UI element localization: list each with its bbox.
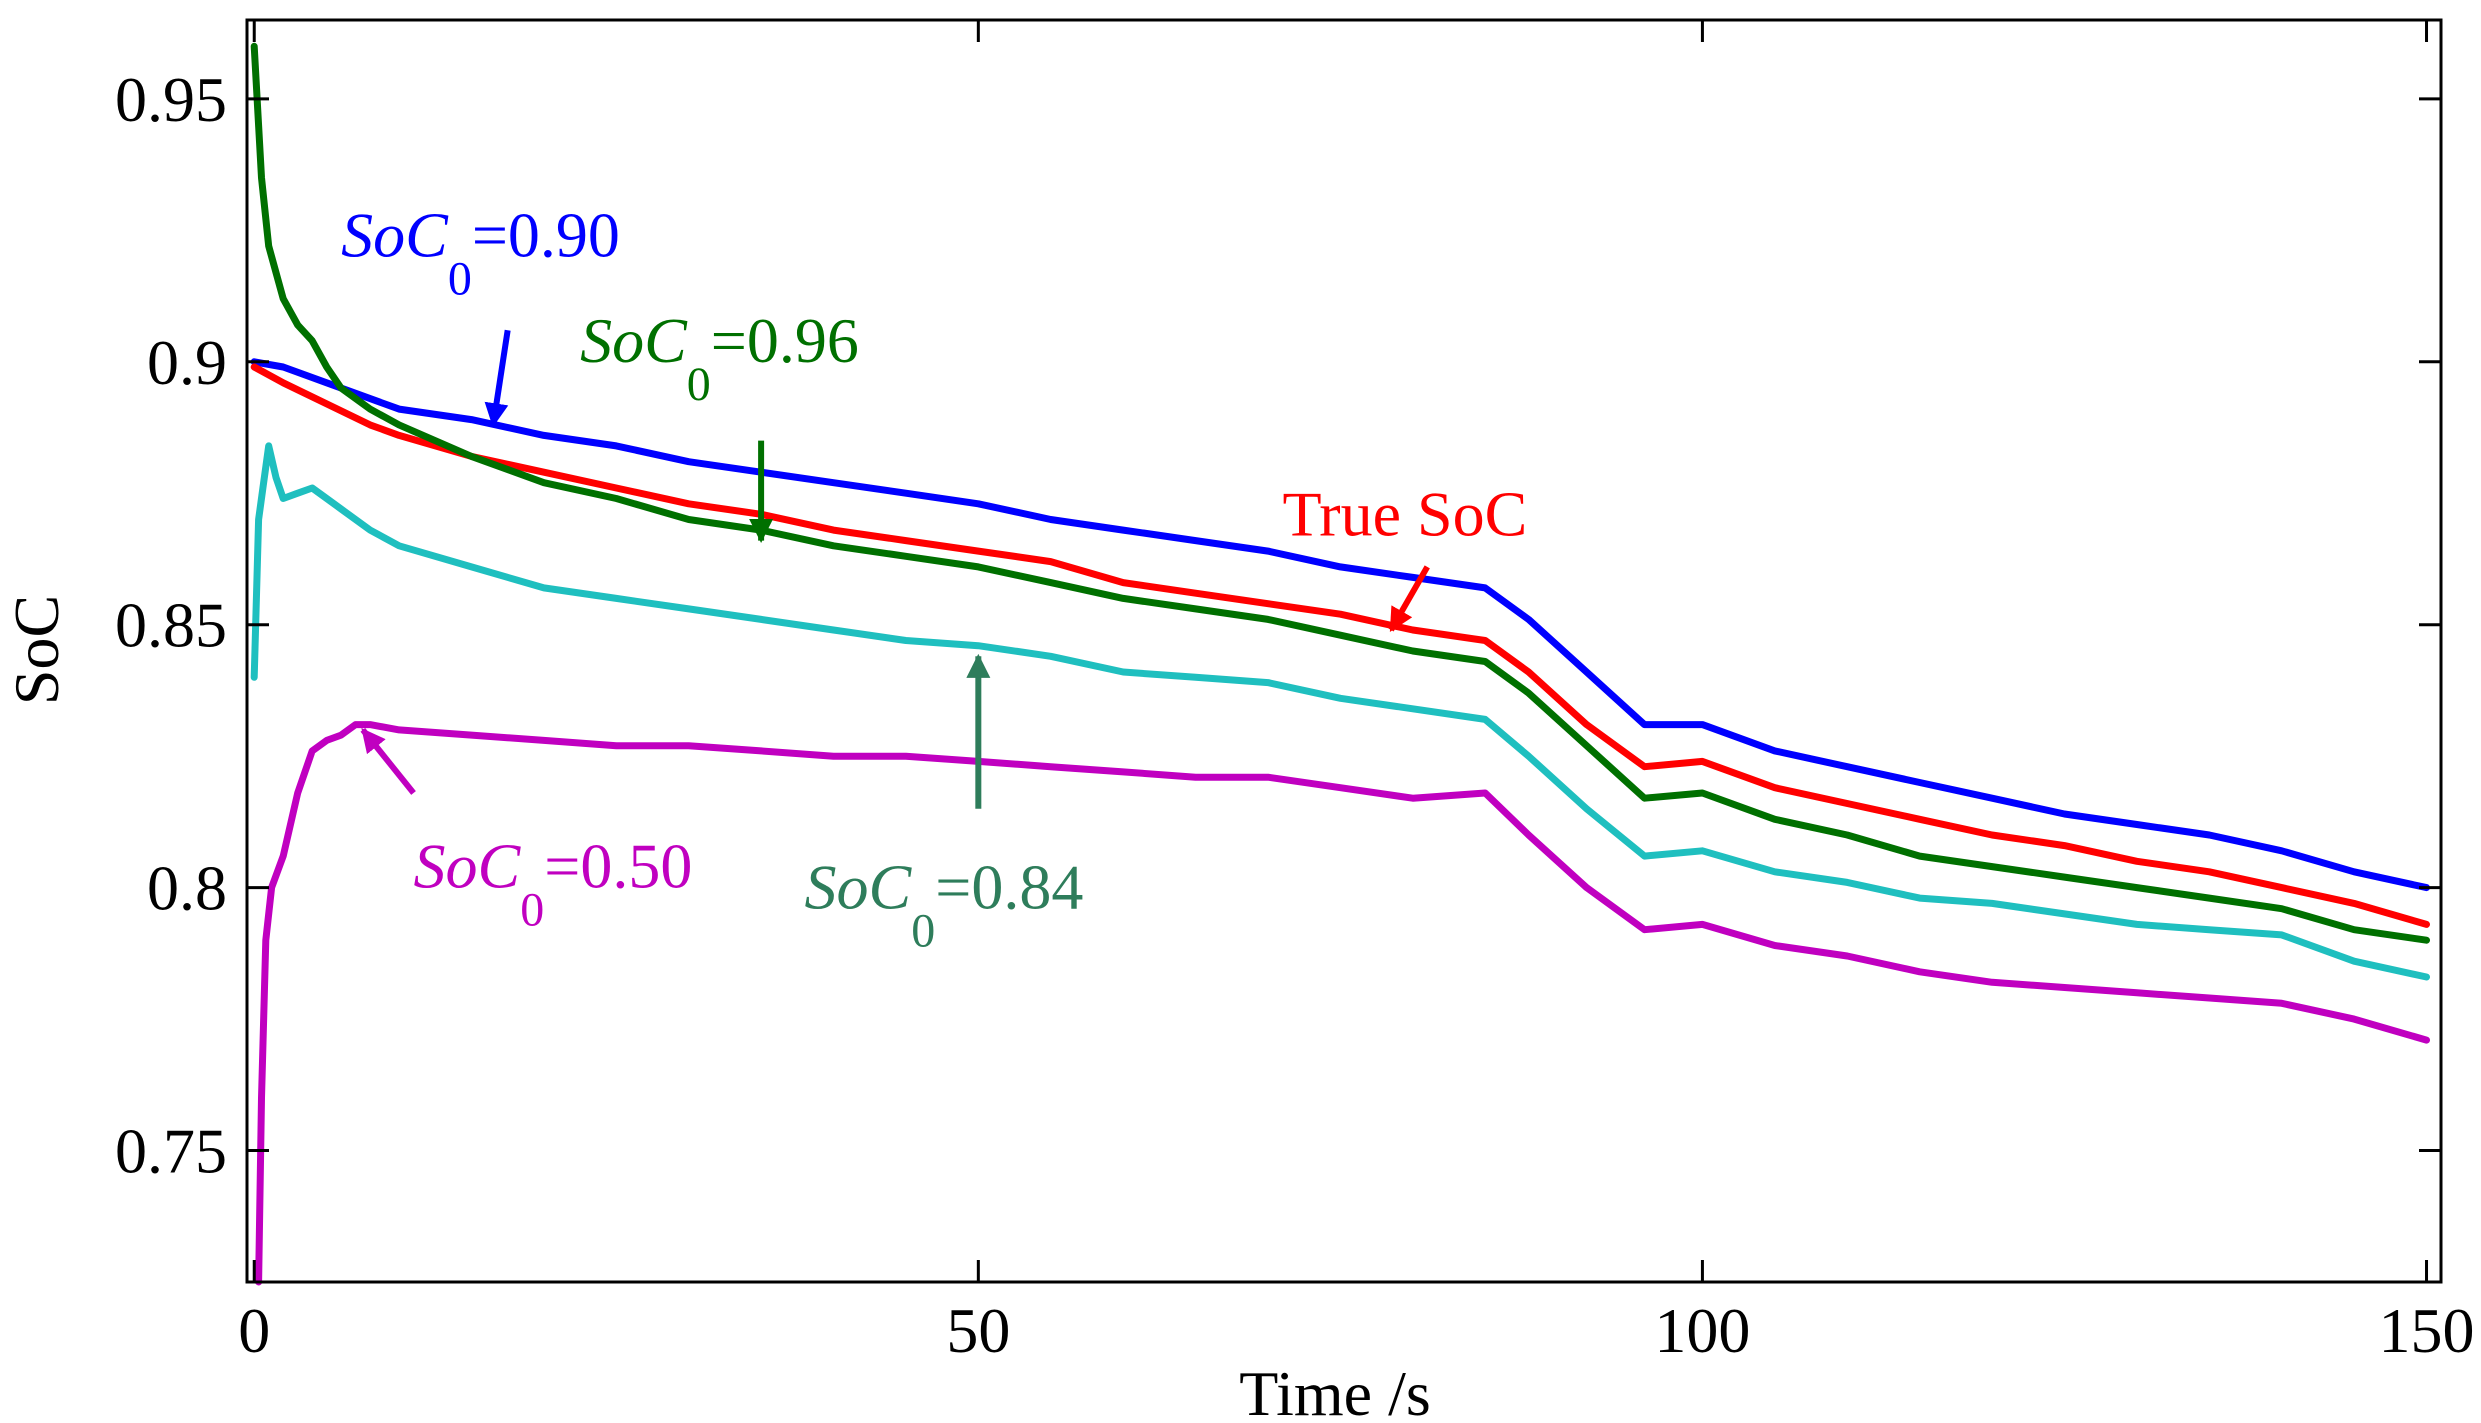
- y-tick-label: 0.85: [115, 590, 227, 661]
- y-tick-label: 0.95: [115, 64, 227, 135]
- x-tick-label: 50: [946, 1295, 1010, 1366]
- annotation-label-soc0-0-50: SoC0=0.50: [414, 831, 693, 937]
- y-axis-label: SoC: [1, 595, 72, 705]
- annotation-arrow-soc0-0-50: [360, 727, 416, 795]
- annotation-arrow-soc0-0-90: [484, 329, 511, 428]
- series-line-soc0-0-96: [250, 42, 2430, 944]
- x-axis-label: Time /s: [1239, 1358, 1431, 1423]
- plot-background: [247, 20, 2441, 1282]
- annotation-label-soc0-0-84: SoC0=0.84: [805, 852, 1084, 958]
- series-line-true-soc: [250, 363, 2430, 928]
- annotation-arrow-true-soc: [1388, 565, 1430, 633]
- plot-frame: [245, 18, 2443, 1284]
- series-line-soc0-0-84: [250, 442, 2430, 981]
- axis-ticks: 0 50 100 150 0.75 0.8 0.85 0.9 0.95: [115, 20, 2475, 1366]
- series-line-soc0-0-50: [255, 721, 2430, 1286]
- series-line-soc0-0-90: [250, 358, 2430, 892]
- annotation-label-true-soc: True SoC: [1282, 478, 1527, 549]
- y-tick-label: 0.9: [147, 327, 227, 398]
- annotation-label-soc0-0-90: SoC0=0.90: [341, 200, 620, 306]
- x-tick-label: 150: [2379, 1295, 2475, 1366]
- series-lines: [250, 42, 2430, 1286]
- y-tick-label: 0.8: [147, 853, 227, 924]
- y-tick-label: 0.75: [115, 1116, 227, 1187]
- x-tick-label: 0: [238, 1295, 270, 1366]
- x-tick-label: 100: [1654, 1295, 1750, 1366]
- annotation-label-soc0-0-96: SoC0=0.96: [580, 305, 859, 411]
